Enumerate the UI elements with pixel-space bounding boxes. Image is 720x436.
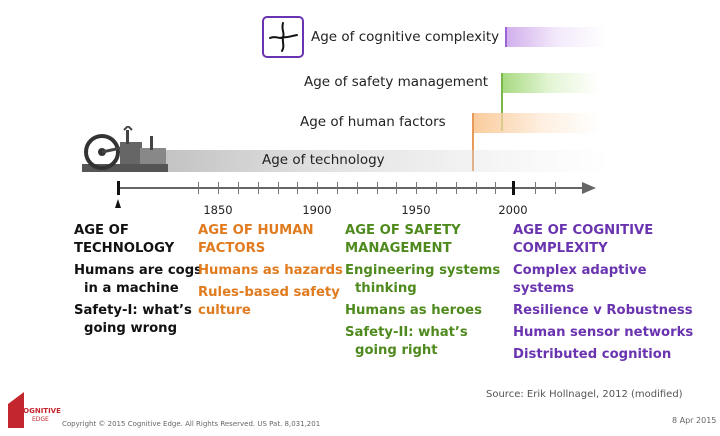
age-label-human: Age of human factors — [300, 114, 446, 130]
item-line: thinking — [355, 281, 417, 296]
logo: COGNITIVE EDGE — [6, 390, 61, 430]
list-item: Resilience v Robustness — [513, 302, 693, 320]
logo-text-line1: COGNITIVE — [18, 407, 61, 415]
item-line: Humans as heroes — [345, 303, 482, 318]
minor-tick — [495, 182, 496, 194]
minor-tick — [238, 182, 239, 194]
heading-line: MANAGEMENT — [345, 241, 452, 256]
minor-tick — [278, 182, 279, 194]
minor-tick — [555, 182, 556, 194]
bar-safety-line — [501, 73, 503, 131]
item-line: Humans as hazards — [198, 263, 343, 278]
item-line: Safety-I: what’s — [74, 303, 192, 318]
column-safety-management: AGE OF SAFETY MANAGEMENT Engineering sys… — [345, 222, 500, 364]
minor-tick — [317, 182, 318, 194]
timeline-start-pointer-icon — [115, 199, 121, 208]
cognitive-icon — [262, 16, 304, 58]
source-citation: Source: Erik Hollnagel, 2012 (modified) — [486, 389, 683, 400]
item-line: systems — [513, 281, 575, 296]
item-line: going wrong — [84, 321, 178, 336]
timeline-axis — [118, 187, 584, 189]
column-heading: AGE OF SAFETY MANAGEMENT — [345, 222, 500, 258]
minor-tick — [357, 182, 358, 194]
minor-tick — [436, 182, 437, 194]
bar-safety — [501, 73, 599, 93]
bar-cognitive-start — [505, 27, 507, 47]
minor-tick — [476, 182, 477, 194]
list-item: Distributed cognition — [513, 346, 693, 364]
bar-cognitive — [506, 27, 606, 47]
timeline-start-tick — [117, 181, 120, 195]
minor-tick — [416, 182, 417, 194]
tick-label-1850: 1850 — [203, 203, 233, 217]
minor-tick — [218, 182, 219, 194]
item-line: culture — [198, 303, 251, 318]
bar-human-line — [472, 113, 474, 171]
copyright: Copyright © 2015 Cognitive Edge. All Rig… — [62, 420, 321, 428]
timeline-tick-2000 — [512, 181, 515, 195]
item-line: Safety-II: what’s — [345, 325, 468, 340]
item-line: in a machine — [84, 281, 179, 296]
heading-line: FACTORS — [198, 241, 266, 256]
heading-line: AGE OF HUMAN — [198, 223, 314, 238]
logo-text-line2: EDGE — [32, 416, 49, 423]
item-line: Engineering systems — [345, 263, 501, 278]
age-label-technology: Age of technology — [262, 152, 385, 168]
column-human-factors: AGE OF HUMAN FACTORS Humans as hazards R… — [198, 222, 343, 324]
minor-tick — [535, 182, 536, 194]
minor-tick — [456, 182, 457, 194]
tick-label-1950: 1950 — [401, 203, 431, 217]
item-line: Distributed cognition — [513, 347, 672, 362]
item-line: Complex adaptive — [513, 263, 647, 278]
minor-tick — [297, 182, 298, 194]
heading-line: AGE OF SAFETY — [345, 223, 461, 238]
list-item: Engineering systems thinking — [345, 262, 500, 298]
tick-label-1900: 1900 — [302, 203, 332, 217]
minor-tick — [396, 182, 397, 194]
age-label-safety: Age of safety management — [304, 74, 489, 90]
age-label-cognitive: Age of cognitive complexity — [311, 29, 500, 45]
minor-tick — [337, 182, 338, 194]
item-line: Human sensor networks — [513, 325, 694, 340]
cognitive-edge-logo-icon — [8, 392, 24, 428]
bar-technology — [150, 150, 610, 172]
column-heading: AGE OF COGNITIVE COMPLEXITY — [513, 222, 693, 258]
column-technology: AGE OF TECHNOLOGY Humans are cogs in a m… — [74, 222, 202, 342]
steam-engine-icon — [80, 124, 172, 178]
item-line: Humans are cogs — [74, 263, 202, 278]
list-item: Rules-based safety culture — [198, 284, 343, 320]
list-item: Safety-II: what’s going right — [345, 324, 500, 360]
item-line: Rules-based safety — [198, 285, 340, 300]
heading-line: AGE OF — [74, 223, 129, 238]
heading-line: COMPLEXITY — [513, 241, 608, 256]
column-heading: AGE OF HUMAN FACTORS — [198, 222, 343, 258]
minor-tick — [198, 182, 199, 194]
list-item: Humans as hazards — [198, 262, 343, 280]
bar-human — [472, 113, 600, 133]
minor-tick — [377, 182, 378, 194]
list-item: Safety-I: what’s going wrong — [74, 302, 202, 338]
item-line: going right — [355, 343, 438, 358]
heading-line: TECHNOLOGY — [74, 241, 175, 256]
tick-label-2000: 2000 — [498, 203, 528, 217]
list-item: Humans are cogs in a machine — [74, 262, 202, 298]
date: 8 Apr 2015 — [672, 416, 717, 425]
minor-tick — [258, 182, 259, 194]
list-item: Human sensor networks — [513, 324, 693, 342]
list-item: Complex adaptive systems — [513, 262, 693, 298]
timeline-arrow-icon — [582, 182, 596, 194]
item-line: Resilience v Robustness — [513, 303, 693, 318]
list-item: Humans as heroes — [345, 302, 500, 320]
column-cognitive-complexity: AGE OF COGNITIVE COMPLEXITY Complex adap… — [513, 222, 693, 368]
heading-line: AGE OF COGNITIVE — [513, 223, 654, 238]
column-heading: AGE OF TECHNOLOGY — [74, 222, 202, 258]
